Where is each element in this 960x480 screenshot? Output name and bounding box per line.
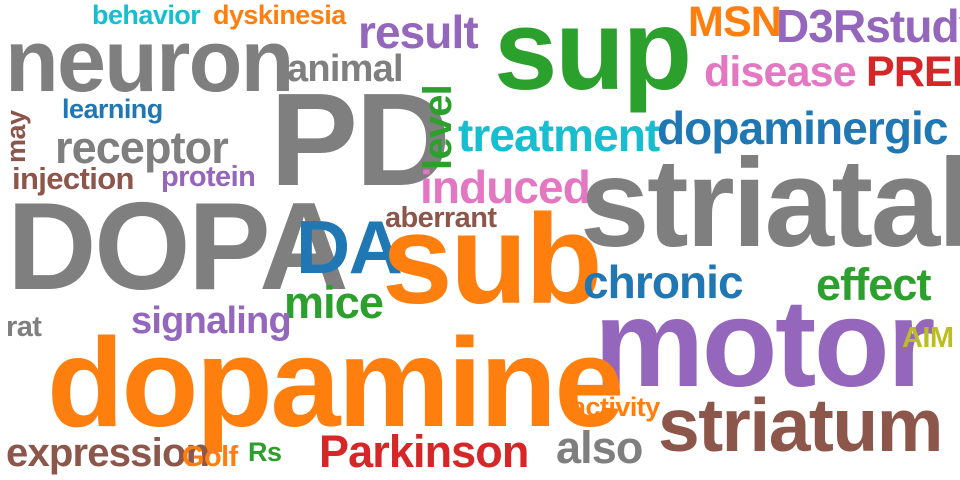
word-rat: rat — [6, 311, 42, 343]
word-learning: learning — [62, 94, 163, 124]
word-animal: animal — [287, 48, 404, 90]
word-sup: sup — [494, 0, 692, 114]
word-dyskinesia: dyskinesia — [213, 0, 346, 30]
word-also: also — [556, 422, 643, 473]
word-expression: expression — [6, 431, 210, 475]
word-motor: motor — [594, 275, 935, 413]
word-behavior: behavior — [92, 0, 201, 30]
word-prep: PREP — [866, 48, 960, 96]
word-parkinson: Parkinson — [319, 426, 529, 477]
word-striatal: striatal — [580, 134, 960, 273]
word-chronic: chronic — [583, 256, 744, 308]
word-disease: disease — [704, 48, 857, 96]
word-dopaminergic: dopaminergic — [657, 102, 948, 154]
word-rs: Rs — [248, 437, 282, 467]
word-protein: protein — [161, 161, 256, 193]
word-aim: AIM — [902, 322, 954, 354]
word-receptor: receptor — [55, 122, 229, 173]
word-golf: Golf — [182, 441, 238, 473]
word-pd: PD — [270, 66, 451, 213]
word-result: result — [358, 6, 479, 58]
word-d3rstudy: D3Rstudy — [776, 0, 960, 52]
word-dopa: DOPA — [7, 178, 349, 316]
word-effect: effect — [816, 259, 932, 310]
word-striatum: striatum — [658, 383, 943, 467]
word-signaling: signaling — [131, 300, 292, 342]
word-da: DA — [296, 205, 403, 289]
word-activity: activity — [571, 392, 660, 422]
word-dopamine: dopamine — [47, 312, 624, 453]
word-neuron: neuron — [5, 11, 294, 110]
word-mice: mice — [284, 277, 384, 328]
word-induced: induced — [420, 161, 591, 213]
word-may: may — [1, 110, 31, 163]
word-treatment: treatment — [458, 109, 660, 161]
word-sub: sub — [382, 188, 603, 330]
word-level: level — [416, 85, 460, 170]
word-aberrant: aberrant — [385, 202, 497, 234]
word-injection: injection — [12, 161, 134, 196]
word-msn: MSN — [688, 0, 782, 46]
